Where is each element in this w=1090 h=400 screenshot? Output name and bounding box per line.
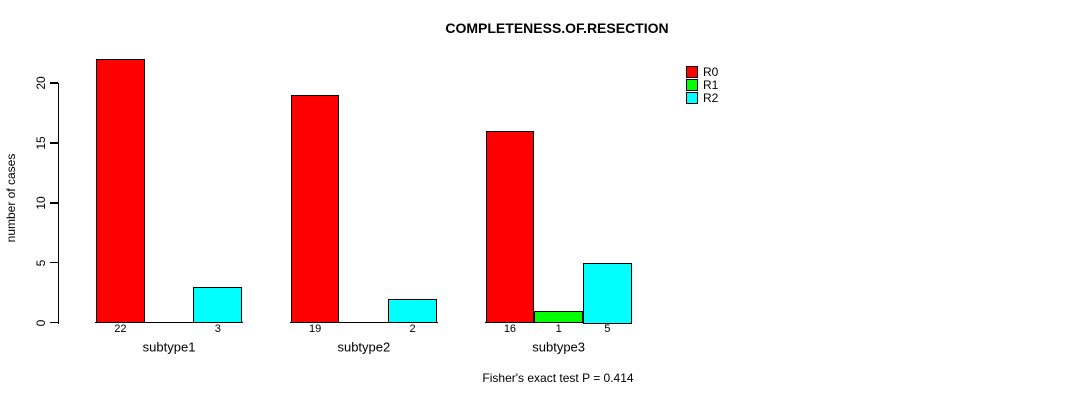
legend-item-r1: R1 (686, 78, 719, 93)
y-tick-0 (50, 321, 58, 324)
bar-value-label-r2-subtype2: 2 (409, 322, 416, 335)
legend: R0 R1 R2 (686, 66, 718, 106)
y-tick-15 (50, 142, 58, 144)
y-tick-label-15: 15 (34, 136, 48, 150)
chart-title: COMPLETENESS.OF.RESECTION (445, 20, 669, 36)
legend-swatch-r2 (686, 92, 698, 105)
bar-value-label-r2-subtype1: 3 (214, 322, 221, 335)
bar-value-label-r0-subtype2: 19 (309, 322, 322, 335)
y-tick-label-0: 0 (34, 319, 48, 326)
x-axis-group-label-subtype3: subtype3 (532, 339, 586, 355)
group-baseline-subtype2 (290, 321, 438, 324)
legend-label-r2: R2 (703, 91, 719, 106)
fisher-test-annotation: Fisher's exact test P = 0.414 (482, 371, 634, 385)
y-tick-label-10: 10 (34, 196, 48, 210)
legend-swatch-r0 (686, 66, 698, 78)
legend-label-r1: R1 (703, 78, 719, 93)
bar-r0-subtype3 (485, 130, 535, 324)
legend-label-r0: R0 (703, 65, 719, 79)
y-tick-label-5: 5 (34, 259, 48, 266)
bar-r1-subtype3 (534, 310, 583, 324)
y-tick-label-20: 20 (34, 76, 48, 90)
bar-r2-subtype3 (583, 262, 632, 324)
bar-value-label-r2-subtype3: 5 (604, 322, 611, 335)
bar-r0-subtype2 (290, 94, 340, 324)
x-axis-group-label-subtype1: subtype1 (142, 339, 196, 355)
bar-value-label-r0-subtype3: 16 (503, 322, 517, 335)
group-baseline-subtype1 (95, 321, 243, 324)
bar-r2-subtype2 (388, 298, 437, 324)
bar-value-label-r0-subtype1: 22 (114, 322, 127, 335)
y-tick-20 (50, 82, 58, 84)
y-tick-10 (50, 202, 58, 204)
y-tick-5 (50, 261, 58, 264)
legend-item-r0: R0 (686, 66, 718, 78)
bar-r2-subtype1 (193, 286, 243, 324)
legend-swatch-r1 (686, 79, 698, 92)
bar-value-label-r1-subtype3: 1 (555, 322, 562, 335)
y-axis-line (57, 82, 59, 324)
x-axis-group-label-subtype2: subtype2 (337, 339, 391, 355)
legend-item-r2: R2 (686, 91, 719, 106)
bar-r0-subtype1 (96, 59, 145, 324)
